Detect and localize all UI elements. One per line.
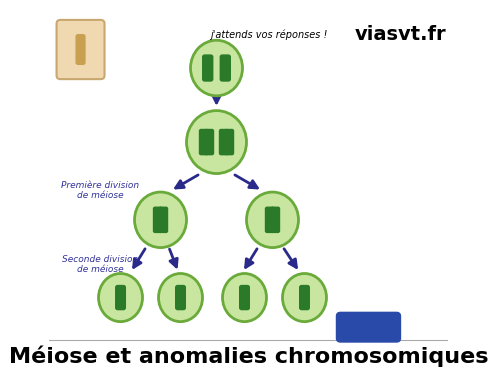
FancyBboxPatch shape xyxy=(221,139,232,145)
FancyBboxPatch shape xyxy=(176,286,185,310)
Ellipse shape xyxy=(186,111,247,173)
Text: valider: valider xyxy=(349,322,388,332)
FancyBboxPatch shape xyxy=(116,286,125,310)
Ellipse shape xyxy=(247,192,299,248)
FancyBboxPatch shape xyxy=(159,207,167,232)
FancyBboxPatch shape xyxy=(57,20,104,79)
Ellipse shape xyxy=(98,273,143,322)
Ellipse shape xyxy=(135,192,186,248)
Ellipse shape xyxy=(190,40,243,96)
FancyBboxPatch shape xyxy=(76,35,85,64)
Text: Seconde division
de méiose: Seconde division de méiose xyxy=(63,254,139,274)
FancyBboxPatch shape xyxy=(201,139,212,145)
Ellipse shape xyxy=(282,273,327,322)
FancyBboxPatch shape xyxy=(271,207,279,232)
Text: Première division
de méiose: Première division de méiose xyxy=(62,181,140,200)
FancyBboxPatch shape xyxy=(265,207,274,232)
FancyBboxPatch shape xyxy=(300,286,309,310)
FancyBboxPatch shape xyxy=(203,55,213,81)
Text: Méiose et anomalies chromosomiques: Méiose et anomalies chromosomiques xyxy=(9,345,488,367)
FancyBboxPatch shape xyxy=(155,217,166,223)
Ellipse shape xyxy=(159,273,202,322)
FancyBboxPatch shape xyxy=(225,129,234,155)
FancyBboxPatch shape xyxy=(336,312,401,342)
FancyBboxPatch shape xyxy=(267,217,278,223)
Text: viasvt.fr: viasvt.fr xyxy=(355,25,446,44)
Ellipse shape xyxy=(223,273,266,322)
FancyBboxPatch shape xyxy=(205,129,214,155)
FancyBboxPatch shape xyxy=(220,55,230,81)
FancyBboxPatch shape xyxy=(154,207,162,232)
FancyBboxPatch shape xyxy=(240,286,249,310)
FancyBboxPatch shape xyxy=(199,129,208,155)
Text: j'attends vos réponses !: j'attends vos réponses ! xyxy=(210,29,327,40)
FancyBboxPatch shape xyxy=(220,129,228,155)
